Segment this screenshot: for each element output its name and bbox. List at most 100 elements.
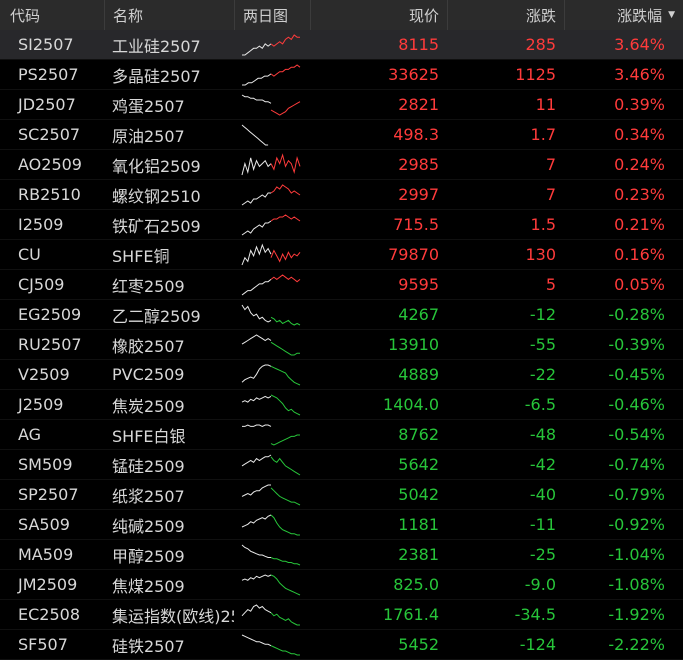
table-row[interactable]: AO2509 氧化铝2509 2985 7 0.24%: [0, 150, 683, 180]
two-day-chart[interactable]: [234, 420, 310, 449]
last-price: 4267: [398, 305, 439, 324]
sparkline-svg: [241, 364, 301, 385]
percent-change: -0.79%: [608, 485, 665, 504]
percent-change: 3.46%: [614, 65, 665, 84]
percent-change: 0.39%: [614, 95, 665, 114]
table-row[interactable]: PS2507 多晶硅2507 33625 1125 3.46%: [0, 60, 683, 90]
two-day-chart[interactable]: [234, 210, 310, 239]
column-header-price[interactable]: 现价: [310, 0, 447, 30]
two-day-chart[interactable]: [234, 300, 310, 329]
two-day-chart[interactable]: [234, 630, 310, 659]
sparkline-prev-day: [241, 573, 272, 581]
table-row[interactable]: EC2508 集运指数(欧线)2508 1761.4 -34.5 -1.92%: [0, 600, 683, 630]
sparkline-svg: [241, 273, 301, 295]
sparkline-prev-day: [241, 304, 272, 322]
column-header-code[interactable]: 代码: [10, 6, 41, 25]
contract-name: 螺纹钢2510: [112, 186, 201, 206]
sparkline-prev-day: [241, 243, 272, 265]
contract-name: 氧化铝2509: [112, 156, 201, 176]
two-day-chart[interactable]: [234, 150, 310, 179]
table-row[interactable]: SM509 锰硅2509 5642 -42 -0.74%: [0, 450, 683, 480]
two-day-chart[interactable]: [234, 360, 310, 389]
contract-name: 锰硅2509: [112, 456, 185, 476]
sort-descending-icon[interactable]: ▼: [668, 10, 675, 20]
sparkline-prev-day: [241, 364, 272, 383]
table-row[interactable]: J2509 焦炭2509 1404.0 -6.5 -0.46%: [0, 390, 683, 420]
contract-code: JD2507: [18, 95, 76, 114]
sparkline-prev-day: [241, 94, 272, 104]
price-change: -42: [529, 455, 556, 474]
two-day-chart[interactable]: [234, 30, 310, 59]
table-row[interactable]: SF507 硅铁2507 5452 -124 -2.22%: [0, 630, 683, 660]
sparkline-prev-day: [241, 124, 269, 145]
sparkline-current-day: [270, 514, 300, 535]
two-day-chart[interactable]: [234, 390, 310, 419]
price-change: 285: [525, 35, 556, 54]
table-row[interactable]: AG SHFE白银 8762 -48 -0.54%: [0, 420, 683, 450]
column-header-chart[interactable]: 两日图: [234, 0, 310, 30]
table-row[interactable]: RU2507 橡胶2507 13910 -55 -0.39%: [0, 330, 683, 360]
table-row[interactable]: SI2507 工业硅2507 8115 285 3.64%: [0, 30, 683, 60]
percent-change: -0.74%: [608, 455, 665, 474]
table-row[interactable]: SP2507 纸浆2507 5042 -40 -0.79%: [0, 480, 683, 510]
sparkline-svg: [241, 603, 300, 625]
table-row[interactable]: V2509 PVC2509 4889 -22 -0.45%: [0, 360, 683, 390]
two-day-chart[interactable]: [234, 570, 310, 599]
table-row[interactable]: JD2507 鸡蛋2507 2821 11 0.39%: [0, 90, 683, 120]
sparkline-svg: [241, 94, 301, 116]
two-day-chart[interactable]: [234, 480, 310, 509]
table-row[interactable]: CU SHFE铜 79870 130 0.16%: [0, 240, 683, 270]
contract-code: SI2507: [18, 35, 74, 54]
two-day-chart[interactable]: [234, 450, 310, 479]
sparkline-svg: [241, 333, 300, 355]
sparkline-svg: [241, 484, 301, 505]
two-day-chart[interactable]: [234, 540, 310, 569]
table-row[interactable]: MA509 甲醇2509 2381 -25 -1.04%: [0, 540, 683, 570]
column-header-change[interactable]: 涨跌: [447, 0, 564, 30]
table-row[interactable]: RB2510 螺纹钢2510 2997 7 0.23%: [0, 180, 683, 210]
last-price: 8115: [398, 35, 439, 54]
table-row[interactable]: I2509 铁矿石2509 715.5 1.5 0.21%: [0, 210, 683, 240]
contract-code: MA509: [18, 545, 74, 564]
two-day-chart[interactable]: [234, 510, 310, 539]
price-change: -48: [529, 425, 556, 444]
sparkline-svg: [241, 124, 269, 145]
table-row[interactable]: SA509 纯碱2509 1181 -11 -0.92%: [0, 510, 683, 540]
contract-name: 乙二醇2509: [112, 306, 201, 326]
column-header-pct[interactable]: 涨跌幅 ▼: [564, 0, 683, 30]
contract-code: JM2509: [18, 575, 78, 594]
two-day-chart[interactable]: [234, 270, 310, 299]
contract-code: SA509: [18, 515, 70, 534]
percent-change: 0.24%: [614, 155, 665, 174]
last-price: 2997: [398, 185, 439, 204]
table-row[interactable]: JM2509 焦煤2509 825.0 -9.0 -1.08%: [0, 570, 683, 600]
sparkline-svg: [241, 183, 301, 205]
two-day-chart[interactable]: [234, 240, 310, 269]
sparkline-svg: [242, 63, 301, 85]
sparkline-svg: [241, 634, 300, 655]
two-day-chart[interactable]: [234, 600, 310, 629]
column-header-name[interactable]: 名称: [104, 0, 234, 30]
sparkline-prev-day: [241, 514, 272, 527]
two-day-chart[interactable]: [234, 330, 310, 359]
sparkline-current-day: [270, 152, 301, 174]
two-day-chart[interactable]: [234, 60, 310, 89]
two-day-chart[interactable]: [234, 90, 310, 119]
table-row[interactable]: CJ509 红枣2509 9595 5 0.05%: [0, 270, 683, 300]
price-change: 11: [535, 95, 556, 114]
two-day-chart[interactable]: [234, 180, 310, 209]
sparkline-current-day: [270, 213, 301, 221]
contract-code: RB2510: [18, 185, 81, 204]
contract-name: 橡胶2507: [112, 336, 185, 356]
contract-code: AO2509: [18, 155, 82, 174]
price-change: 7: [545, 155, 556, 174]
two-day-chart[interactable]: [234, 120, 310, 149]
sparkline-svg: [241, 514, 300, 535]
sparkline-prev-day: [241, 544, 271, 558]
table-row[interactable]: SC2507 原油2507 498.3 1.7 0.34%: [0, 120, 683, 150]
sparkline-svg: [241, 243, 301, 265]
sparkline-prev-day: [241, 484, 271, 497]
price-change: -6.5: [524, 395, 556, 414]
table-row[interactable]: EG2509 乙二醇2509 4267 -12 -0.28%: [0, 300, 683, 330]
contract-name: 甲醇2509: [112, 546, 185, 566]
